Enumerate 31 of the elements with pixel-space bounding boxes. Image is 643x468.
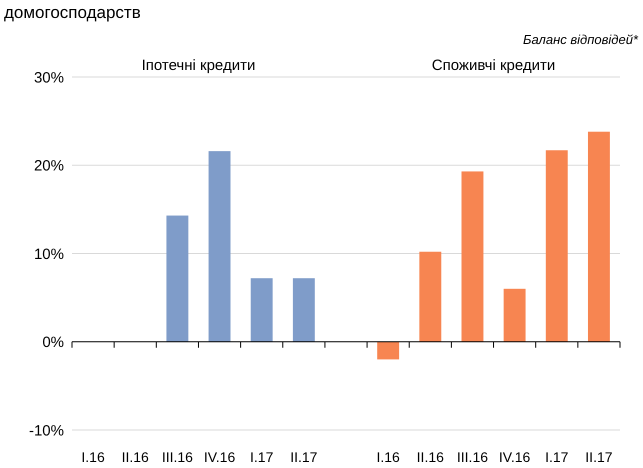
y-tick-label: 10%	[34, 246, 64, 263]
x-tick-label: III.16	[162, 449, 194, 465]
x-tick-label: I.16	[376, 449, 400, 465]
x-tick-label: II.17	[290, 449, 318, 465]
x-tick-label: IV.16	[204, 449, 236, 465]
bar	[166, 216, 188, 342]
bar	[377, 342, 400, 360]
bar	[504, 288, 526, 342]
text: Баланс відповідей*	[523, 32, 639, 47]
text: Іпотечні кредити	[142, 57, 256, 74]
x-tick-label: II.16	[122, 449, 150, 465]
x-tick-label: I.16	[81, 449, 105, 465]
x-tick-label: I.17	[250, 449, 274, 465]
y-tick-label: 0%	[42, 334, 64, 351]
bar	[419, 252, 442, 342]
bar	[462, 171, 484, 342]
bar	[546, 150, 568, 342]
bar	[292, 278, 315, 342]
y-tick-label: 20%	[34, 158, 64, 174]
x-tick-label: I.17	[545, 449, 569, 465]
bar	[588, 132, 610, 342]
x-tick-label: IV.16	[498, 449, 531, 465]
y-tick-label: 30%	[34, 69, 64, 86]
x-tick-label: II.17	[585, 449, 613, 465]
bar	[208, 151, 230, 342]
chart-title: домогосподарств	[4, 3, 141, 22]
y-tick-label: -10%	[28, 422, 64, 440]
bar	[250, 278, 273, 342]
x-tick-label: II.16	[416, 449, 444, 465]
text: Споживчі кредити	[432, 57, 556, 74]
x-tick-label: III.16	[456, 449, 488, 465]
